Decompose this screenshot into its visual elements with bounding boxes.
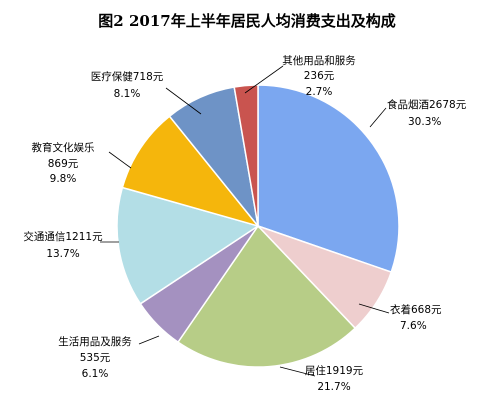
pie-slice-1 [257, 84, 400, 274]
slice-label-7-value-label: 医疗保健718元 [91, 70, 164, 83]
slice-label-5-value-label: 交通通信1211元 [23, 230, 103, 243]
chart-title: 图2 2017年上半年居民人均消费支出及构成 [98, 12, 395, 30]
pie-slice-8 [233, 84, 259, 227]
leader-line-2 [358, 303, 390, 314]
slice-label-3-pct-label: 21.7% [317, 381, 350, 393]
slice-label-2-pct-label: 7.6% [400, 320, 427, 332]
leader-line-1 [369, 107, 387, 128]
slice-label-6-value-label: 教育文化娱乐 [32, 141, 95, 154]
slice-label-4-value-label: 生活用品及服务 [58, 335, 132, 348]
slice-label-6-pct-label: 9.8% [50, 173, 77, 185]
slice-label-1-value-label: 食品烟酒2678元 [387, 98, 467, 111]
slice-label-4-pct-label: 6.1% [82, 368, 109, 380]
slice-label-8-value-label2: 236元 [304, 70, 335, 82]
slice-label-5-pct-label: 13.7% [46, 248, 79, 260]
pie-slice-6 [121, 115, 261, 228]
leader-line-6 [108, 151, 132, 169]
pie-slice-3 [176, 224, 357, 368]
leader-line-8 [244, 65, 284, 94]
slice-label-1-pct-label: 30.3% [408, 116, 441, 128]
slice-label-7-pct-label: 8.1% [114, 88, 141, 100]
slice-label-4-value-label2: 535元 [80, 352, 111, 364]
leader-line-7 [165, 87, 202, 115]
slice-label-2-value-label: 衣着668元 [390, 303, 442, 316]
slice-label-6-value-label2: 869元 [48, 158, 79, 170]
leader-line-4 [138, 335, 160, 345]
slice-label-8-value-label: 其他用品和服务 [282, 54, 356, 67]
slice-label-3-value-label: 居住1919元 [305, 364, 364, 377]
leader-line-3 [279, 366, 316, 377]
slice-label-8-pct-label: 2.7% [306, 86, 333, 98]
